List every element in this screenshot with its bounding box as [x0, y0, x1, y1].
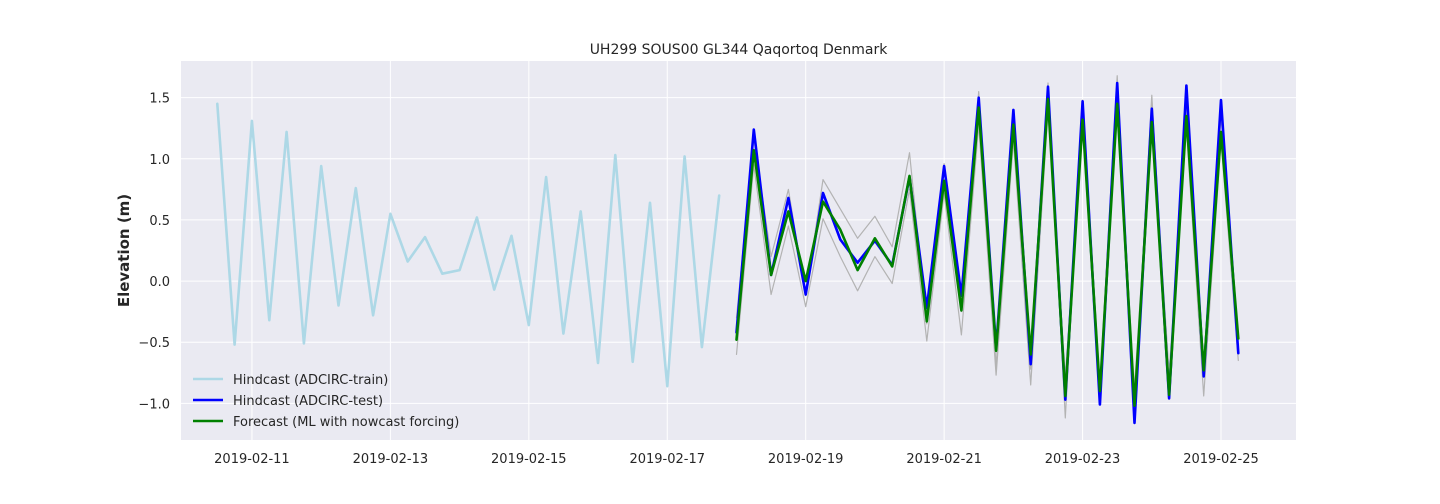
series-layer [216, 75, 1240, 425]
series-line-4 [735, 97, 1240, 408]
series-line-0 [216, 102, 721, 388]
chart-title: UH299 SOUS00 GL344 Qaqortoq Denmark [590, 42, 889, 58]
x-tick-label: 2019-02-17 [629, 452, 705, 467]
y-tick-label: 0.5 [149, 214, 170, 229]
y-tick-label: −0.5 [138, 336, 170, 351]
legend-entry: Forecast (ML with nowcast forcing) [233, 415, 459, 430]
y-tick-label: 1.0 [149, 153, 170, 168]
legend-entry: Hindcast (ADCIRC-train) [233, 373, 388, 388]
y-tick-label: −1.0 [138, 397, 170, 412]
x-tick-label: 2019-02-13 [353, 452, 429, 467]
y-tick-label: 0.0 [149, 275, 170, 290]
x-tick-label: 2019-02-25 [1183, 452, 1259, 467]
legend: Hindcast (ADCIRC-train) Hindcast (ADCIRC-… [193, 373, 459, 430]
x-tick-label: 2019-02-19 [768, 452, 844, 467]
x-tick-label: 2019-02-11 [214, 452, 290, 467]
plot-area [181, 61, 1296, 440]
x-tick-label: 2019-02-21 [906, 452, 982, 467]
x-axis-ticks: 2019-02-11 2019-02-13 2019-02-15 2019-02-17… [214, 452, 1259, 467]
y-tick-label: 1.5 [149, 92, 170, 107]
legend-entry: Hindcast (ADCIRC-test) [233, 394, 383, 409]
y-axis-ticks: −1.0 −0.5 0.0 0.5 1.0 1.5 [138, 92, 170, 413]
y-axis-label: Elevation (m) [115, 194, 133, 307]
x-tick-label: 2019-02-23 [1045, 452, 1121, 467]
x-tick-label: 2019-02-15 [491, 452, 567, 467]
